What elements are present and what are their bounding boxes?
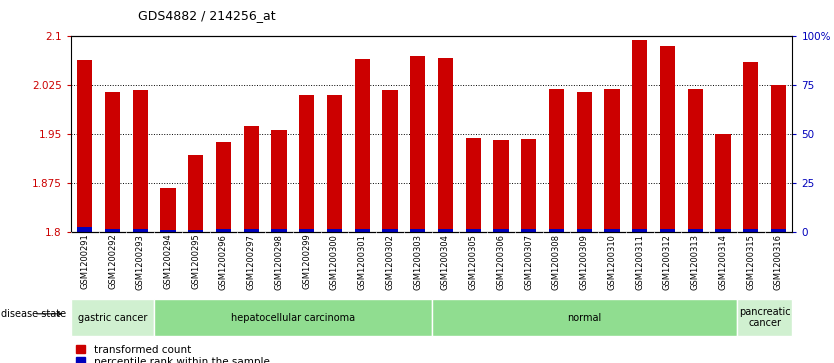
Text: gastric cancer: gastric cancer [78,313,147,323]
Bar [271,130,287,232]
Bar [716,229,731,232]
Bar [354,59,369,232]
Bar [549,89,564,232]
Bar [494,229,509,232]
Bar [549,229,564,232]
Bar [605,89,620,232]
Bar [188,155,203,232]
Bar [743,62,758,232]
Bar [354,229,369,232]
Bar [299,229,314,232]
Bar [382,90,398,232]
Bar [632,229,647,232]
Bar [244,229,259,232]
Bar [771,229,786,232]
Bar [716,134,731,232]
Bar [71,299,154,336]
Text: normal: normal [567,313,601,323]
Bar [736,299,792,336]
Bar [133,90,148,232]
Bar [521,139,536,232]
Text: hepatocellular carcinoma: hepatocellular carcinoma [231,313,355,323]
Bar [494,139,509,232]
Bar [160,231,176,232]
Text: pancreatic
cancer: pancreatic cancer [739,307,791,329]
Bar [771,85,786,232]
Bar [105,229,120,232]
Legend: transformed count, percentile rank within the sample: transformed count, percentile rank withi… [76,344,269,363]
Bar [605,229,620,232]
Bar [77,61,93,232]
Bar [410,229,425,232]
Bar [271,229,287,232]
Bar [660,46,675,232]
Bar [660,229,675,232]
Bar [216,142,231,232]
Bar [632,40,647,232]
Bar [244,126,259,232]
Bar [687,229,703,232]
Bar [299,95,314,232]
Bar [432,299,736,336]
Bar [188,231,203,232]
Bar [160,188,176,232]
Bar [327,229,342,232]
Bar [576,229,592,232]
Bar [521,229,536,232]
Bar [133,229,148,232]
Bar [216,229,231,232]
Bar [465,138,481,232]
Bar [438,229,453,232]
Bar [154,299,432,336]
Bar [743,229,758,232]
Bar [105,92,120,232]
Text: disease state: disease state [2,309,67,319]
Bar [465,229,481,232]
Bar [576,92,592,232]
Bar [687,89,703,232]
Bar [327,95,342,232]
Bar [438,58,453,232]
Bar [410,56,425,232]
Text: GDS4882 / 214256_at: GDS4882 / 214256_at [138,9,275,22]
Bar [382,229,398,232]
Bar [77,227,93,232]
